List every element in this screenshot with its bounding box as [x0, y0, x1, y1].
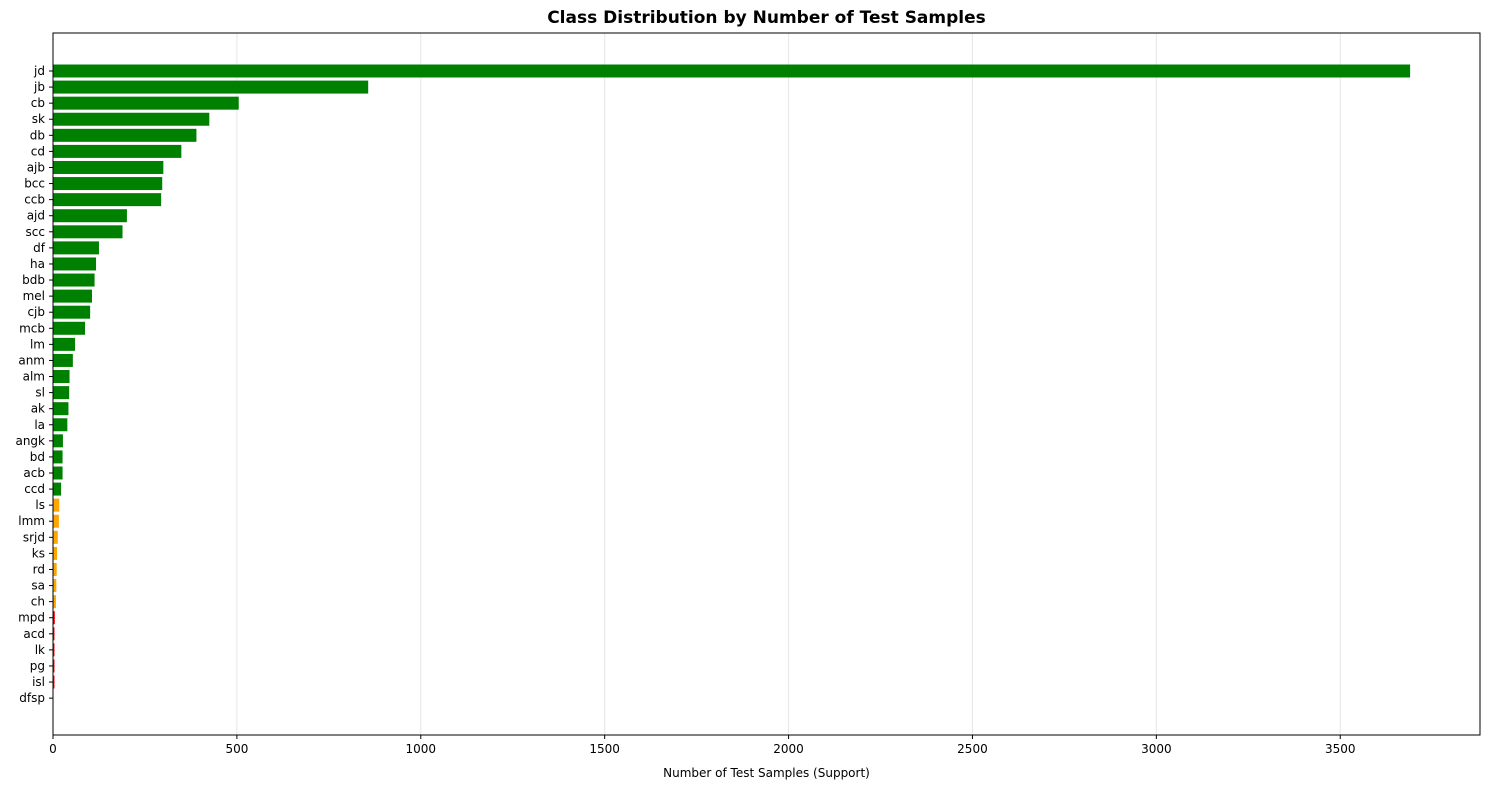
bar-ak: [53, 402, 69, 416]
x-tick-label: 500: [225, 742, 248, 756]
y-tick-label-db: db: [30, 128, 45, 142]
y-tick-label-rd: rd: [33, 562, 45, 576]
y-tick-label-jd: jd: [33, 64, 45, 78]
bar-bcc: [53, 177, 163, 191]
bar-cjb: [53, 305, 91, 319]
y-tick-label-df: df: [33, 241, 46, 255]
bar-jd: [53, 64, 1411, 78]
y-tick-label-lm: lm: [30, 337, 45, 351]
y-tick-label-ajd: ajd: [27, 209, 45, 223]
x-tick-label: 1500: [589, 742, 620, 756]
bar-cd: [53, 144, 182, 158]
y-tick-label-bcc: bcc: [24, 177, 45, 191]
x-tick-label: 3000: [1141, 742, 1172, 756]
y-tick-label-acb: acb: [23, 466, 45, 480]
bar-ls: [53, 498, 60, 512]
y-tick-label-ccb: ccb: [24, 193, 45, 207]
y-tick-label-ch: ch: [31, 595, 45, 609]
bar-scc: [53, 225, 123, 239]
x-tick-label: 3500: [1325, 742, 1356, 756]
grid-lines: [52, 33, 1341, 735]
y-axis-ticks: jd jb cb sk db cd ajb bcc ccb ajd scc df ha bdb mel cjb…: [15, 64, 53, 705]
bar-ch: [53, 595, 56, 609]
chart-title: Class Distribution by Number of Test Sam…: [547, 8, 986, 28]
bar-lm: [53, 337, 76, 351]
y-tick-label-ajb: ajb: [27, 160, 45, 174]
bar-sl: [53, 386, 70, 400]
y-tick-label-jb: jb: [33, 80, 45, 94]
y-tick-label-ha: ha: [30, 257, 45, 271]
bar-isl: [53, 675, 55, 689]
bar-acd: [53, 627, 55, 641]
y-tick-label-angk: angk: [15, 434, 45, 448]
bar-sk: [53, 112, 210, 126]
y-tick-label-lk: lk: [35, 643, 45, 657]
y-tick-label-isl: isl: [32, 675, 45, 689]
y-tick-label-dfsp: dfsp: [19, 691, 45, 705]
bar-mpd: [53, 611, 55, 625]
y-tick-label-sl: sl: [35, 386, 45, 400]
bar-ccb: [53, 193, 162, 207]
x-tick-label: 0: [49, 742, 57, 756]
y-tick-label-mel: mel: [23, 289, 45, 303]
bar-db: [53, 128, 197, 142]
bar-la: [53, 418, 68, 432]
bar-bdb: [53, 273, 95, 287]
plot-frame: [52, 32, 1481, 736]
y-tick-label-lmm: lmm: [18, 514, 45, 528]
bar-anm: [53, 353, 73, 367]
y-tick-label-mpd: mpd: [18, 611, 45, 625]
y-tick-label-bd: bd: [30, 450, 45, 464]
x-tick-label: 2000: [773, 742, 804, 756]
y-tick-label-cjb: cjb: [27, 305, 45, 319]
bar-rd: [53, 562, 57, 576]
y-tick-label-pg: pg: [30, 659, 45, 673]
y-tick-label-ccd: ccd: [24, 482, 45, 496]
y-tick-label-ks: ks: [32, 546, 45, 560]
bars: [53, 64, 1411, 705]
bar-lk: [53, 643, 55, 657]
bar-ajd: [53, 209, 127, 223]
y-tick-label-sk: sk: [32, 112, 45, 126]
y-tick-label-ls: ls: [35, 498, 45, 512]
bar-srjd: [53, 530, 58, 544]
y-tick-label-sa: sa: [31, 579, 45, 593]
bar-ajb: [53, 160, 164, 174]
y-tick-label-anm: anm: [18, 353, 45, 367]
bar-df: [53, 241, 99, 255]
bar-ha: [53, 257, 97, 271]
bar-jb: [53, 80, 369, 94]
x-tick-label: 2500: [957, 742, 988, 756]
bar-cb: [53, 96, 239, 110]
y-tick-label-srjd: srjd: [23, 530, 45, 544]
bar-bd: [53, 450, 63, 464]
bar-alm: [53, 370, 70, 384]
bar-mcb: [53, 321, 85, 335]
y-tick-label-mcb: mcb: [19, 321, 45, 335]
bar-angk: [53, 434, 63, 448]
x-tick-label: 1000: [406, 742, 437, 756]
bar-pg: [53, 659, 55, 673]
bar-mel: [53, 289, 92, 303]
y-tick-label-cb: cb: [31, 96, 45, 110]
x-axis-ticks: 0 500 1000 1500 2000 2500 3000 3500: [49, 735, 1356, 756]
bar-ccd: [53, 482, 62, 496]
y-tick-label-la: la: [34, 418, 45, 432]
bar-acb: [53, 466, 63, 480]
y-tick-label-alm: alm: [23, 370, 45, 384]
y-tick-label-scc: scc: [26, 225, 45, 239]
y-tick-label-bdb: bdb: [22, 273, 45, 287]
bar-sa: [53, 579, 57, 593]
y-tick-label-cd: cd: [31, 144, 45, 158]
x-axis-label: Number of Test Samples (Support): [663, 766, 870, 780]
y-tick-label-ak: ak: [31, 402, 45, 416]
bar-lmm: [53, 514, 59, 528]
y-tick-label-acd: acd: [23, 627, 45, 641]
bar-ks: [53, 546, 58, 560]
